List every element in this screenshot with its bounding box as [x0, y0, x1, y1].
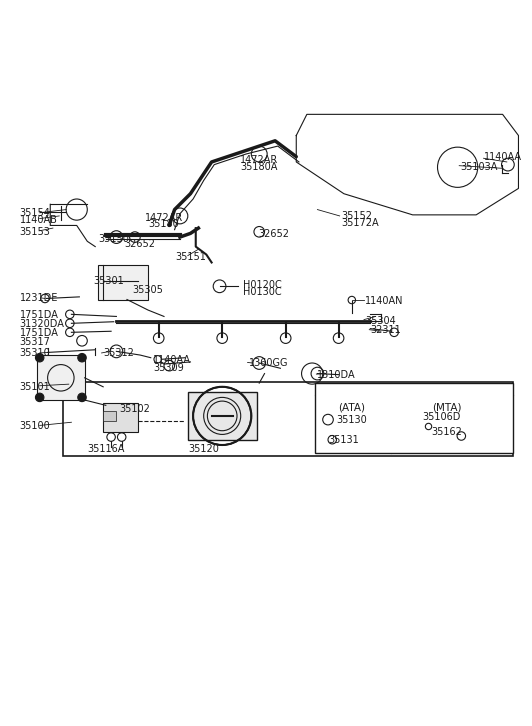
Text: 35180A: 35180A	[240, 162, 278, 172]
Text: 35103A: 35103A	[460, 162, 497, 172]
Text: 1751DA: 1751DA	[20, 311, 59, 320]
Text: 35101: 35101	[20, 382, 51, 392]
Text: 1472AR: 1472AR	[145, 213, 183, 222]
Circle shape	[78, 393, 86, 401]
Text: 1140AA: 1140AA	[484, 152, 522, 162]
Text: 35180: 35180	[148, 219, 179, 229]
Text: 31320DA: 31320DA	[20, 319, 64, 330]
Text: 35310: 35310	[20, 348, 51, 359]
Text: 35312: 35312	[103, 348, 134, 359]
Circle shape	[36, 354, 44, 362]
Text: 1140AN: 1140AN	[365, 295, 404, 306]
Bar	[315, 383, 513, 453]
Text: 35102: 35102	[120, 404, 151, 414]
Text: 1472AR: 1472AR	[240, 155, 278, 166]
Text: 35100: 35100	[20, 422, 51, 431]
Text: 1231DE: 1231DE	[20, 293, 58, 303]
Text: 35106D: 35106D	[422, 412, 461, 423]
Bar	[188, 392, 256, 440]
Text: (MTA): (MTA)	[433, 403, 462, 413]
Text: 1140AB: 1140AB	[20, 215, 57, 225]
Text: 32652: 32652	[258, 229, 289, 239]
Bar	[63, 382, 513, 456]
Text: H0130C: H0130C	[243, 287, 282, 297]
Text: 1140AA: 1140AA	[153, 355, 192, 365]
Bar	[37, 355, 85, 400]
Text: (ATA): (ATA)	[338, 403, 365, 413]
Bar	[103, 403, 138, 432]
Text: 35162: 35162	[431, 427, 462, 437]
Text: 1751DA: 1751DA	[20, 328, 59, 338]
Text: 35150: 35150	[98, 234, 129, 244]
Text: 1360GG: 1360GG	[248, 358, 288, 368]
Text: 35130: 35130	[336, 415, 367, 425]
Bar	[98, 265, 148, 300]
Bar	[103, 411, 117, 421]
Text: 35317: 35317	[20, 338, 51, 347]
Text: 35152: 35152	[341, 211, 372, 221]
Text: 35153: 35153	[20, 227, 51, 237]
Circle shape	[36, 393, 44, 401]
Circle shape	[78, 354, 86, 362]
Text: 35151: 35151	[175, 252, 206, 262]
Text: 32652: 32652	[124, 239, 155, 249]
Text: 35120: 35120	[188, 444, 219, 454]
Text: 35305: 35305	[132, 285, 163, 295]
Text: 32311: 32311	[370, 325, 401, 335]
Text: H0120C: H0120C	[243, 280, 282, 290]
Text: 35154: 35154	[20, 208, 51, 219]
Text: 35172A: 35172A	[341, 218, 379, 228]
Text: 35116A: 35116A	[87, 444, 124, 454]
Text: 35309: 35309	[153, 363, 184, 373]
Text: 35304: 35304	[365, 316, 396, 326]
Text: 35301: 35301	[93, 276, 124, 286]
Text: 35131: 35131	[328, 435, 359, 445]
Text: 1310DA: 1310DA	[318, 370, 356, 380]
